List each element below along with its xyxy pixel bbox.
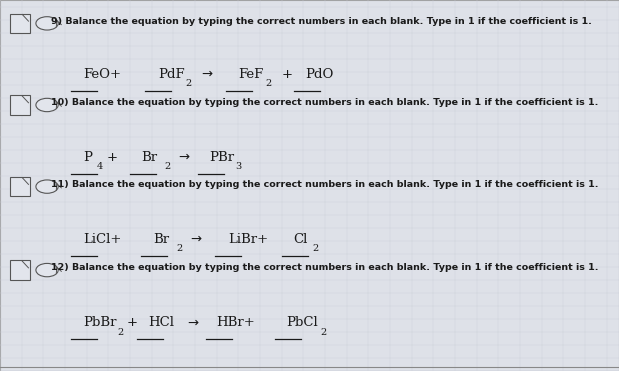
Text: Br: Br — [141, 151, 157, 164]
Text: LiCl+: LiCl+ — [84, 233, 122, 246]
Text: 3: 3 — [235, 162, 241, 171]
Circle shape — [36, 180, 58, 193]
Text: +: + — [282, 68, 293, 81]
Text: PBr: PBr — [209, 151, 235, 164]
Text: 2: 2 — [164, 162, 170, 171]
FancyBboxPatch shape — [10, 177, 30, 196]
Text: PbBr: PbBr — [84, 316, 117, 329]
Text: +: + — [127, 316, 138, 329]
Text: 4: 4 — [97, 162, 103, 171]
Text: 2: 2 — [118, 328, 124, 336]
Text: 2: 2 — [265, 79, 271, 88]
Text: 12) Balance the equation by typing the correct numbers in each blank. Type in 1 : 12) Balance the equation by typing the c… — [51, 263, 599, 272]
Text: Cl: Cl — [293, 233, 307, 246]
Text: →: → — [201, 68, 212, 81]
Text: P: P — [84, 151, 93, 164]
Text: PdO: PdO — [305, 68, 334, 81]
Text: →: → — [191, 233, 202, 246]
Text: HBr+: HBr+ — [217, 316, 256, 329]
Text: 2: 2 — [186, 79, 192, 88]
Text: 10) Balance the equation by typing the correct numbers in each blank. Type in 1 : 10) Balance the equation by typing the c… — [51, 98, 599, 107]
Text: 9) Balance the equation by typing the correct numbers in each blank. Type in 1 i: 9) Balance the equation by typing the co… — [51, 17, 592, 26]
Text: 2: 2 — [313, 244, 319, 253]
Text: 2: 2 — [176, 244, 183, 253]
FancyBboxPatch shape — [10, 14, 30, 33]
Text: PbCl: PbCl — [287, 316, 318, 329]
Circle shape — [36, 17, 58, 30]
Text: →: → — [178, 151, 189, 164]
Text: +: + — [106, 151, 118, 164]
FancyBboxPatch shape — [10, 95, 30, 115]
Text: FeF: FeF — [238, 68, 264, 81]
Text: →: → — [187, 316, 198, 329]
Text: FeO+: FeO+ — [84, 68, 121, 81]
FancyBboxPatch shape — [10, 260, 30, 280]
Text: LiBr+: LiBr+ — [228, 233, 268, 246]
Text: 11) Balance the equation by typing the correct numbers in each blank. Type in 1 : 11) Balance the equation by typing the c… — [51, 180, 599, 189]
Text: PdF: PdF — [158, 68, 184, 81]
Text: 2: 2 — [321, 328, 327, 336]
Circle shape — [36, 98, 58, 112]
Circle shape — [36, 263, 58, 277]
Text: Br: Br — [154, 233, 170, 246]
Text: HCl: HCl — [149, 316, 175, 329]
